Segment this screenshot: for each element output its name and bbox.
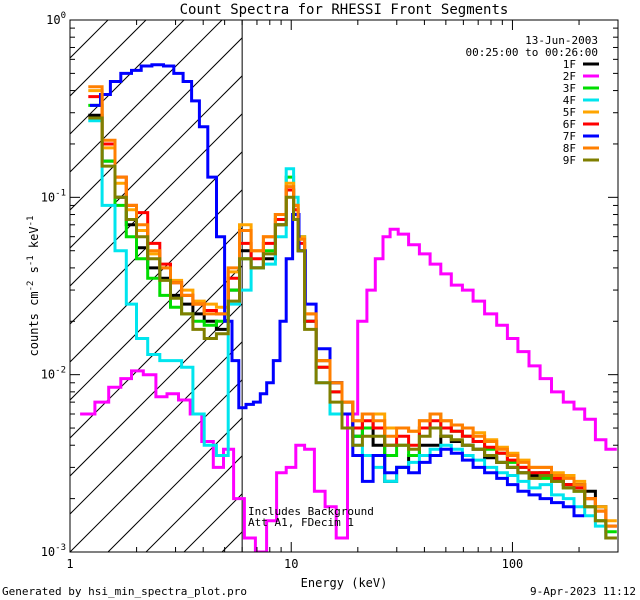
series-8f-line bbox=[88, 85, 617, 528]
legend-label-8f: 8F bbox=[563, 142, 576, 155]
y-axis-label: counts cm-2 s-1 keV-1 bbox=[26, 216, 41, 357]
legend-label-1f: 1F bbox=[563, 58, 576, 71]
legend-label-6f: 6F bbox=[563, 118, 576, 131]
legend-label-7f: 7F bbox=[563, 130, 576, 143]
x-tick-label: 10 bbox=[284, 557, 298, 571]
y-tick-label: 100 bbox=[46, 11, 66, 27]
hatch-line bbox=[70, 189, 243, 363]
y-axis-label-exp1: -2 bbox=[26, 281, 36, 292]
plot-frame bbox=[69, 19, 619, 553]
axis-ticks bbox=[69, 19, 619, 553]
y-axis-label-exp3: -1 bbox=[26, 216, 36, 227]
hatch-line bbox=[70, 20, 223, 173]
x-tick-labels: 1 10 100 bbox=[66, 557, 523, 571]
x-tick-label: 100 bbox=[502, 557, 524, 571]
date-label: 13-Jun-2003 bbox=[525, 34, 598, 47]
legend-label-2f: 2F bbox=[563, 70, 576, 83]
hatch-line bbox=[70, 227, 243, 401]
series-7f-line bbox=[90, 63, 585, 518]
legend-label-5f: 5F bbox=[563, 106, 576, 119]
y-tick-labels: 10-3 10-2 10-1 100 bbox=[41, 11, 66, 559]
hatch-line bbox=[70, 265, 243, 439]
hatch-line bbox=[70, 341, 243, 515]
legend-label-3f: 3F bbox=[563, 82, 576, 95]
hatch-line bbox=[107, 417, 243, 552]
hatch-line bbox=[70, 20, 185, 135]
annotation-background: Includes Background bbox=[248, 505, 374, 518]
series-2f-line bbox=[80, 227, 617, 552]
series-9f-line bbox=[88, 116, 617, 540]
y-tick-label: 10-2 bbox=[41, 366, 66, 382]
series-6f-line bbox=[88, 95, 617, 528]
legend-label-9f: 9F bbox=[563, 154, 576, 167]
footer-generated-by: Generated by hsi_min_spectra_plot.pro bbox=[2, 585, 247, 598]
hatch-line bbox=[70, 75, 243, 249]
chart-title: Count Spectra for RHESSI Front Segments bbox=[180, 2, 509, 18]
x-axis-label: Energy (keV) bbox=[301, 576, 388, 590]
y-axis-label-mid2: keV bbox=[27, 226, 41, 255]
hatch-line bbox=[70, 37, 243, 211]
hatch-line bbox=[70, 151, 243, 325]
legend-label-4f: 4F bbox=[563, 94, 576, 107]
y-axis-label-base: counts cm bbox=[27, 291, 41, 356]
y-axis-label-exp2: -1 bbox=[26, 255, 36, 266]
x-tick-label: 1 bbox=[66, 557, 73, 571]
y-axis-label-mid1: s bbox=[27, 266, 41, 280]
y-tick-label: 10-1 bbox=[41, 188, 66, 204]
hatch-line bbox=[70, 20, 147, 97]
footer-timestamp: 9-Apr-2023 11:12 bbox=[530, 585, 636, 598]
time-range-label: 00:25:00 to 00:26:00 bbox=[466, 46, 598, 59]
hatch-line bbox=[70, 303, 243, 477]
y-tick-label: 10-3 bbox=[41, 543, 66, 559]
series-1f-line bbox=[88, 113, 617, 540]
annotation-attenuator: Att A1, FDecim 1 bbox=[248, 516, 354, 529]
hatch-line bbox=[70, 379, 243, 552]
hatch-line bbox=[70, 20, 109, 59]
series-group bbox=[80, 63, 617, 552]
